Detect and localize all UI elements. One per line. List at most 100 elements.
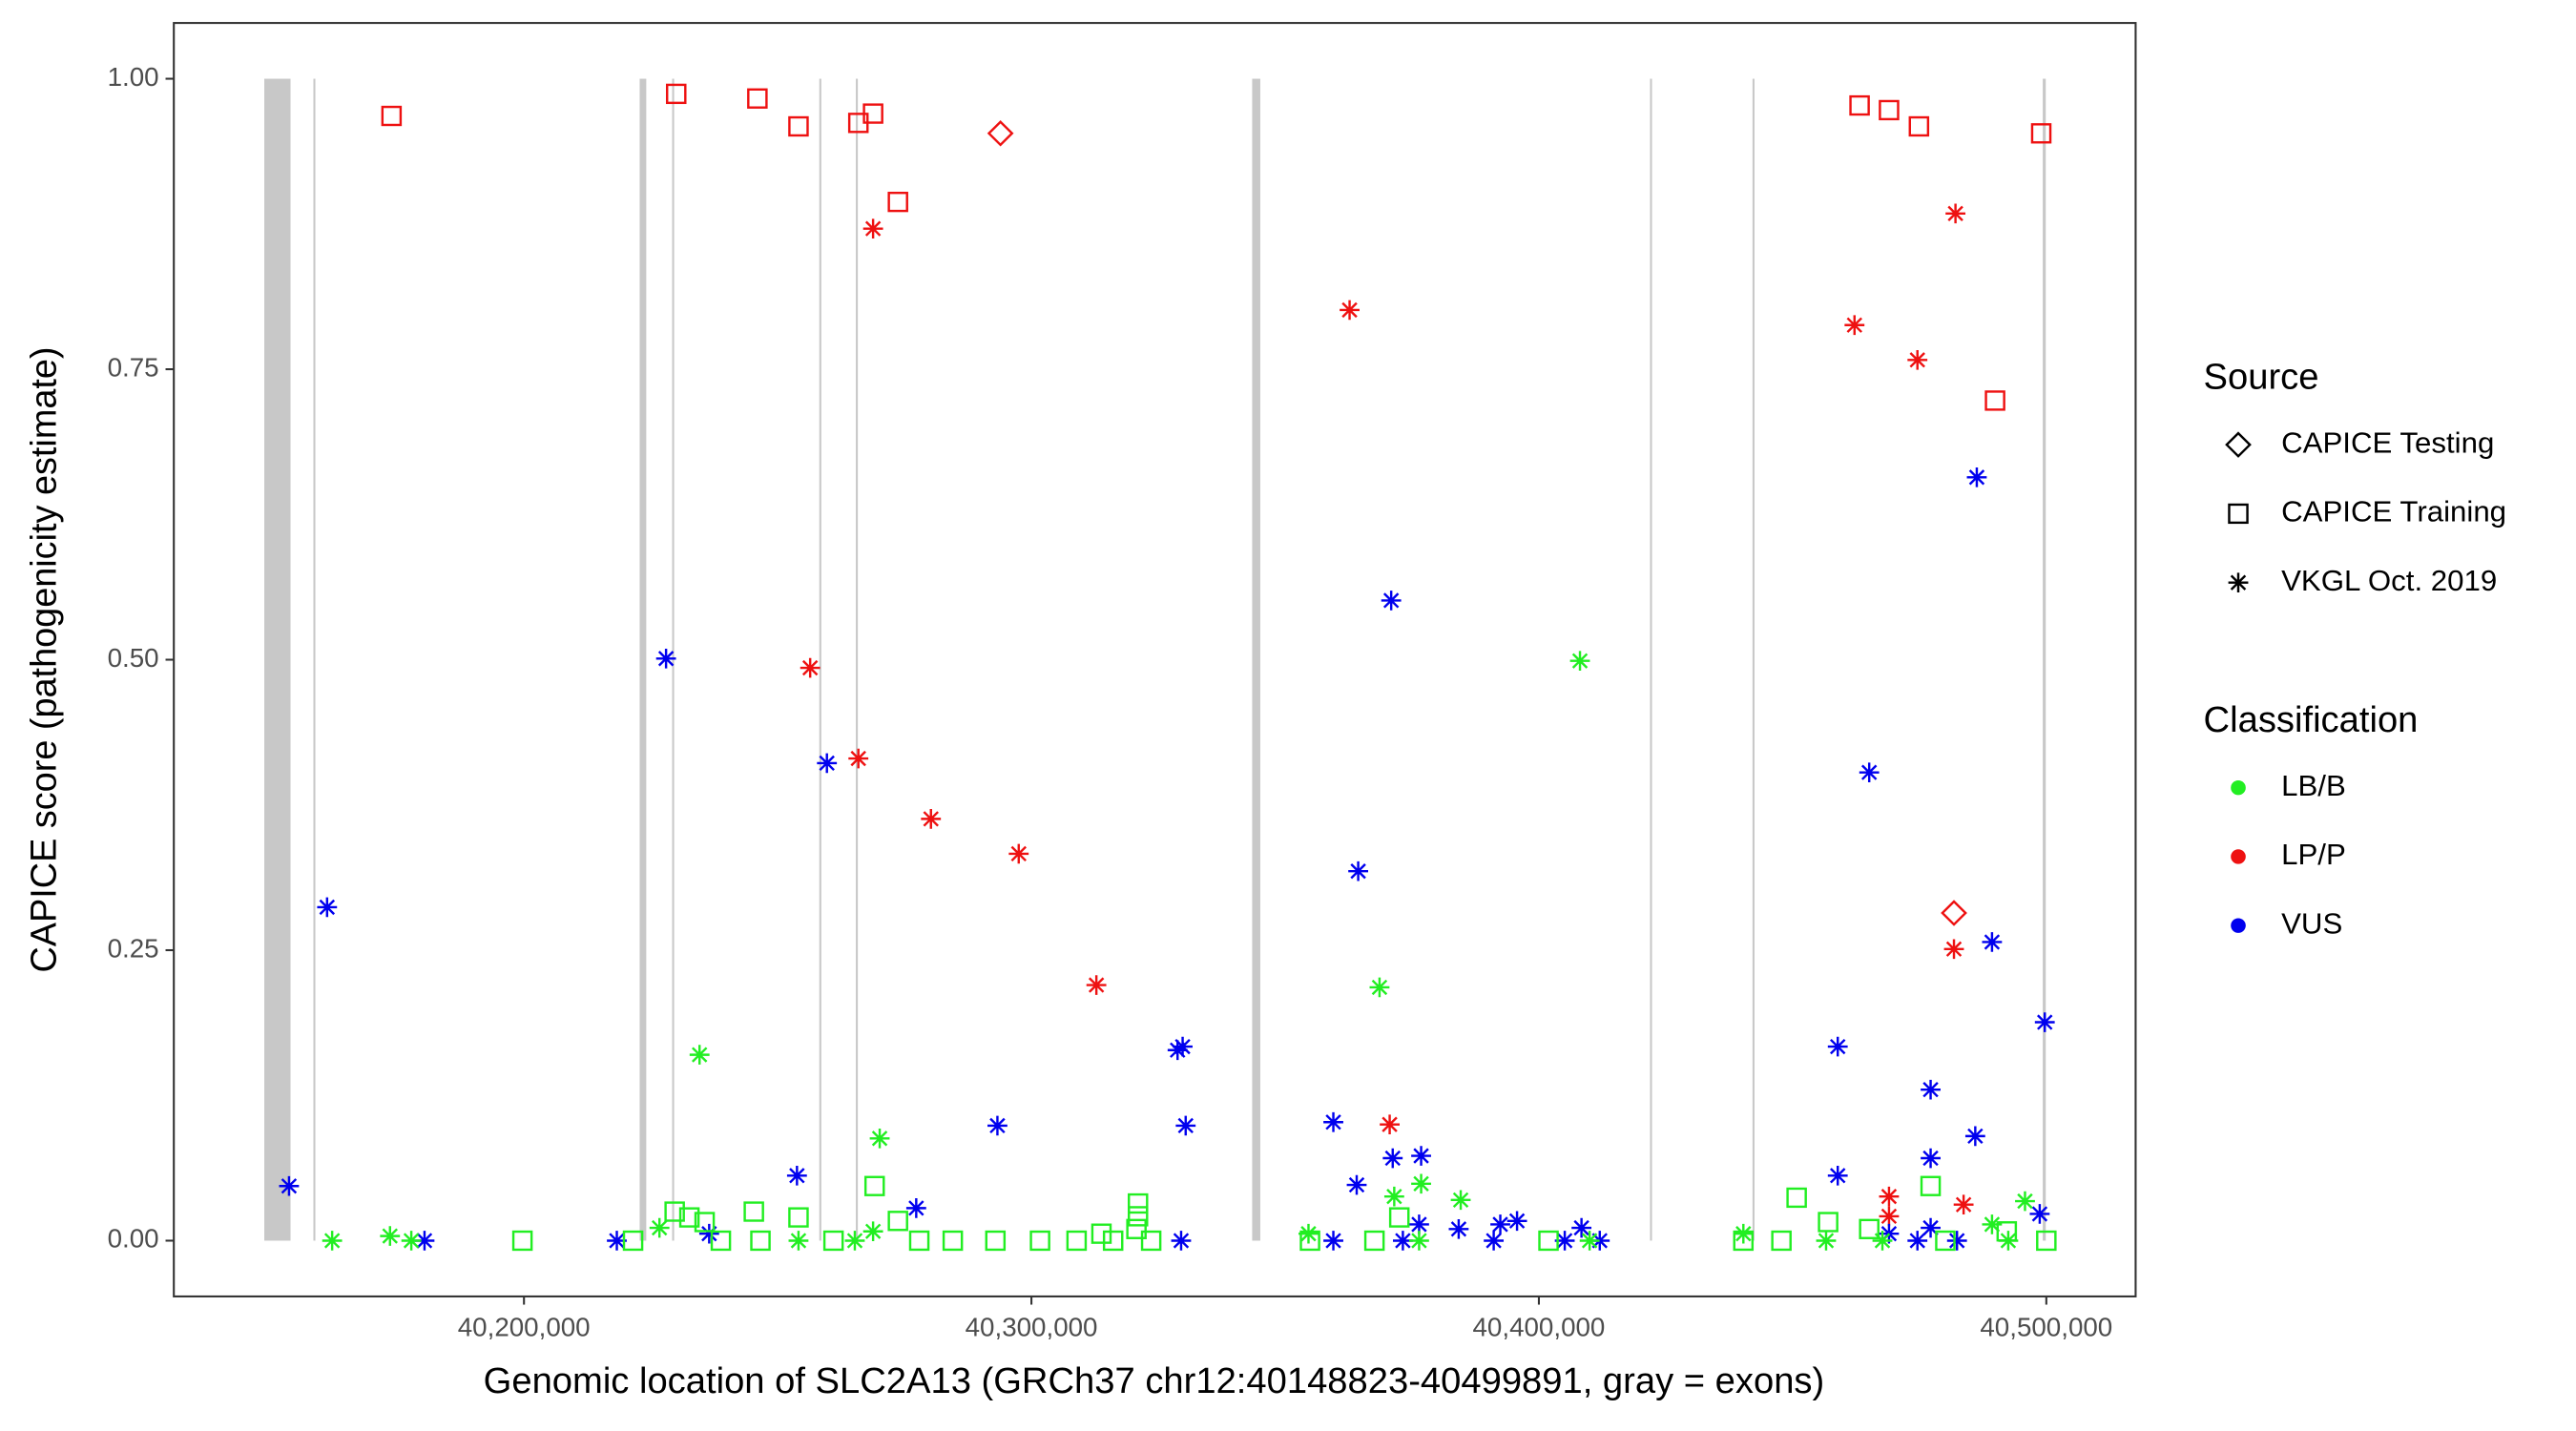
point — [1299, 1230, 1320, 1252]
point-shape — [380, 1226, 401, 1246]
point-shape — [401, 1231, 422, 1251]
point-shape — [1298, 1223, 1319, 1244]
point — [1964, 1126, 1985, 1147]
point — [1346, 1174, 1367, 1195]
point-shape — [678, 1207, 700, 1228]
point — [698, 1223, 719, 1244]
point-shape — [1369, 977, 1390, 998]
point-shape — [607, 1231, 627, 1251]
point-shape — [1827, 1165, 1848, 1186]
point — [1490, 1214, 1510, 1234]
y-tick-label: 0.50 — [108, 643, 159, 673]
point-shape — [1175, 1115, 1196, 1136]
point-shape — [2225, 431, 2252, 458]
point — [1579, 1231, 1600, 1251]
point — [2029, 1204, 2050, 1224]
point — [750, 1230, 771, 1252]
point — [1380, 1114, 1400, 1135]
exon — [1752, 78, 1755, 1241]
point — [1879, 99, 1900, 121]
point-shape — [800, 657, 821, 678]
point — [848, 748, 869, 769]
point — [1921, 1148, 1941, 1169]
point-shape — [942, 1230, 964, 1252]
point-shape — [1173, 1036, 1193, 1057]
point — [2034, 1012, 2055, 1032]
point-shape — [887, 1211, 908, 1232]
point-shape — [511, 1230, 533, 1252]
point — [380, 1226, 401, 1246]
point-shape — [1066, 1230, 1088, 1252]
point-shape — [1879, 1186, 1900, 1207]
point — [1920, 1175, 1942, 1196]
point — [1941, 900, 1967, 926]
point — [1538, 1230, 1559, 1252]
point — [1859, 1218, 1880, 1239]
exon — [263, 78, 291, 1241]
point — [1128, 1192, 1149, 1214]
point — [987, 1115, 1008, 1136]
point — [788, 1207, 809, 1228]
point-shape — [1964, 1126, 1985, 1147]
point-shape — [1786, 1187, 1807, 1209]
point-shape — [750, 1230, 771, 1252]
point-shape — [649, 1217, 670, 1238]
point-shape — [1008, 843, 1029, 864]
point — [279, 1175, 300, 1196]
point-shape — [1411, 1146, 1431, 1166]
point — [689, 1045, 710, 1065]
point — [1450, 1190, 1471, 1211]
point-shape — [869, 1128, 890, 1149]
point — [1382, 1148, 1403, 1169]
point — [1363, 1230, 1385, 1252]
point — [862, 103, 883, 124]
point-shape — [1571, 1217, 1592, 1238]
point — [1859, 762, 1880, 782]
y-axis-title: CAPICE score (pathogenicity estimate) — [25, 346, 65, 972]
point-shape — [1827, 1036, 1848, 1057]
legend-label: CAPICE Testing — [2281, 425, 2494, 459]
point — [1733, 1230, 1755, 1252]
point — [1921, 1079, 1941, 1100]
point-shape — [1879, 1206, 1900, 1227]
point — [1102, 1230, 1124, 1252]
point — [1966, 467, 1987, 487]
point-shape — [1953, 1194, 1974, 1215]
point-shape — [1323, 1111, 1343, 1132]
point — [1945, 203, 1966, 224]
point — [788, 1231, 809, 1251]
point — [1128, 1206, 1149, 1227]
point — [862, 1221, 883, 1242]
point — [2225, 431, 2252, 458]
point-shape — [1921, 1217, 1941, 1238]
x-tick-label: 40,400,000 — [1473, 1313, 1606, 1342]
point-shape — [1984, 390, 2005, 411]
point — [2036, 1230, 2057, 1252]
point-shape — [1029, 1230, 1050, 1252]
point-shape — [1908, 115, 1930, 137]
point-shape — [279, 1175, 300, 1196]
point — [862, 218, 883, 238]
point — [1008, 843, 1029, 864]
point-shape — [1935, 1230, 1956, 1252]
point — [1771, 1230, 1792, 1252]
x-tick-label: 40,300,000 — [966, 1313, 1098, 1342]
point-shape — [1411, 1173, 1431, 1194]
point-shape — [1346, 1174, 1367, 1195]
point — [1908, 115, 1930, 137]
point-shape — [1816, 1231, 1837, 1251]
point-shape — [1126, 1218, 1147, 1239]
point-shape — [862, 1221, 883, 1242]
legend-swatch — [2231, 849, 2246, 864]
point — [655, 648, 676, 669]
point — [1348, 861, 1369, 881]
point-shape — [322, 1231, 343, 1251]
point-shape — [1941, 900, 1967, 926]
point-shape — [622, 1230, 644, 1252]
point-shape — [822, 1230, 844, 1252]
point-shape — [694, 1212, 716, 1233]
point — [1827, 1036, 1848, 1057]
point-shape — [664, 1201, 685, 1222]
